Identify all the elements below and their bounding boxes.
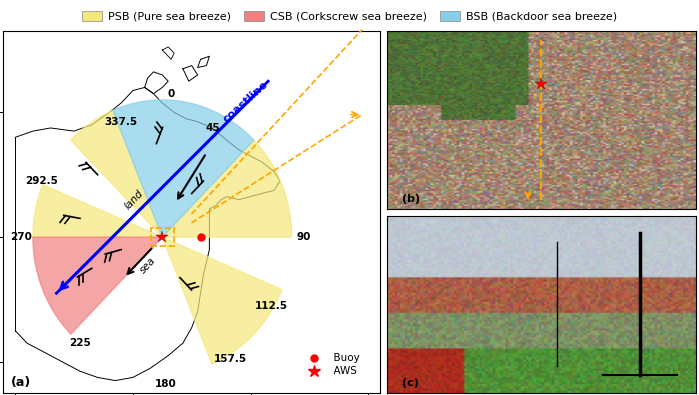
Text: 270: 270 (10, 232, 32, 242)
Text: sea: sea (138, 255, 157, 275)
Text: 180: 180 (154, 379, 176, 389)
Text: land: land (123, 188, 145, 211)
Polygon shape (33, 237, 162, 334)
Text: 112.5: 112.5 (254, 301, 287, 311)
Legend: PSB (Pure sea breeze), CSB (Corkscrew sea breeze), BSB (Backdoor sea breeze): PSB (Pure sea breeze), CSB (Corkscrew se… (78, 7, 621, 26)
Text: 90: 90 (296, 232, 310, 242)
Text: 292.5: 292.5 (25, 176, 58, 186)
Polygon shape (113, 100, 254, 237)
Text: 157.5: 157.5 (213, 354, 247, 364)
Text: 337.5: 337.5 (105, 117, 138, 127)
Polygon shape (162, 237, 282, 364)
Text: (a): (a) (11, 376, 31, 389)
Text: coastline: coastline (221, 80, 270, 125)
Text: 45: 45 (205, 123, 219, 133)
Text: (c): (c) (402, 378, 419, 388)
Legend:   Buoy,   AWS: Buoy, AWS (299, 349, 363, 380)
Polygon shape (33, 184, 162, 237)
Polygon shape (71, 110, 162, 237)
Text: 0: 0 (168, 88, 175, 99)
Text: 225: 225 (69, 338, 91, 348)
Text: (b): (b) (402, 194, 420, 203)
Polygon shape (162, 140, 291, 237)
